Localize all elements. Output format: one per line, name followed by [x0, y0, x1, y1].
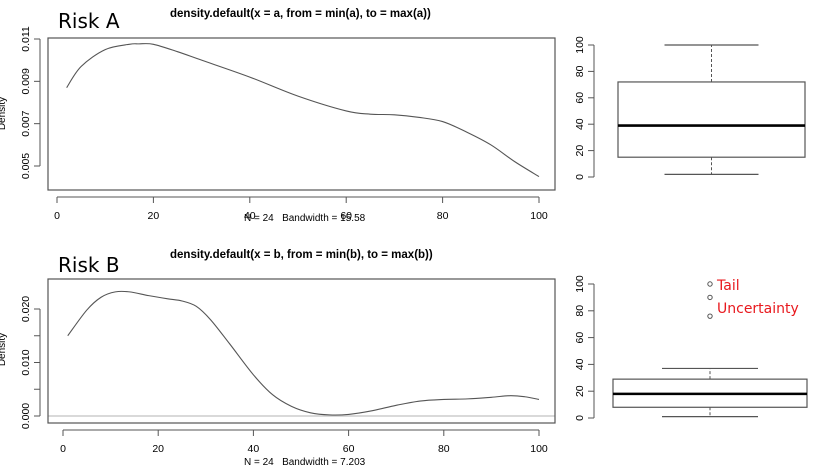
y-axis-b: 0.000 0.010 0.020 — [20, 296, 41, 429]
density-plot-b: 0 20 40 60 80 100 0.000 0.010 0.020 — [20, 278, 556, 455]
plot-frame-b — [47, 278, 556, 424]
annotation-uncertainty: Uncertainty — [717, 301, 799, 317]
density-subtitle-a: N = 24 Bandwidth = 15.58 — [244, 213, 366, 224]
y-tick-label: 0.020 — [20, 296, 32, 322]
density-curve-a — [66, 43, 540, 178]
y-tick-label: 40 — [574, 358, 586, 370]
density-curve-b — [67, 290, 540, 416]
y-tick-label: 0 — [574, 174, 586, 180]
outlier-point — [707, 294, 713, 301]
density-subtitle-b: N = 24 Bandwidth = 7.203 — [244, 457, 366, 468]
x-axis-a: 0 20 40 60 80 100 — [54, 196, 548, 222]
y-tick-label: 80 — [574, 65, 586, 77]
x-tick-label: 0 — [54, 210, 60, 222]
risk-a-label: Risk A — [58, 9, 120, 33]
x-tick-label: 80 — [438, 443, 450, 455]
x-tick-label: 40 — [248, 443, 260, 455]
y-tick-label: 0.010 — [20, 349, 32, 375]
y-tick-label: 20 — [574, 385, 586, 397]
y-tick-label: 0.007 — [20, 110, 32, 136]
y-tick-label: 0.000 — [20, 403, 32, 429]
outlier-point — [707, 281, 713, 287]
x-tick-label: 60 — [340, 210, 352, 222]
plot-frame-a — [47, 37, 556, 191]
annotation-tail: Tail — [717, 278, 740, 294]
x-tick-label: 40 — [244, 210, 256, 222]
y-axis-a: 0.005 0.007 0.009 0.011 — [20, 26, 41, 179]
y-tick-label: 80 — [574, 305, 586, 317]
density-ylabel-b: Density — [0, 332, 9, 367]
x-axis-b: 0 20 40 60 80 100 — [60, 429, 548, 455]
y-tick-label: 0.009 — [20, 68, 32, 94]
risk-b-label: Risk B — [58, 253, 120, 277]
x-tick-label: 20 — [152, 443, 164, 455]
y-tick-label: 60 — [574, 332, 586, 344]
x-tick-label: 0 — [60, 443, 66, 455]
density-title-b: density.default(x = b, from = min(b), to… — [170, 249, 433, 261]
x-tick-label: 60 — [343, 443, 355, 455]
y-tick-label: 0.011 — [20, 26, 32, 52]
outlier-point — [707, 313, 713, 319]
y-tick-label: 100 — [574, 36, 586, 54]
x-tick-label: 100 — [530, 443, 548, 455]
iqr-box — [617, 81, 806, 158]
y-tick-label: 40 — [574, 118, 586, 130]
boxplot-a: 0 20 40 60 80 100 — [574, 36, 806, 180]
density-plot-a: 0 20 40 60 80 100 0.005 0.007 0.009 0.011 — [20, 26, 556, 222]
y-tick-label: 20 — [574, 145, 586, 157]
boxplot-b: 0 20 40 60 80 100 — [574, 275, 808, 421]
x-tick-label: 20 — [148, 210, 160, 222]
y-tick-label: 60 — [574, 92, 586, 104]
y-tick-label: 0 — [574, 415, 586, 421]
y-tick-label: 0.005 — [20, 153, 32, 179]
density-ylabel-a: Density — [0, 96, 9, 131]
x-tick-label: 100 — [530, 210, 548, 222]
density-title-a: density.default(x = a, from = min(a), to… — [170, 8, 431, 20]
x-tick-label: 80 — [437, 210, 449, 222]
y-tick-label: 100 — [574, 275, 586, 293]
